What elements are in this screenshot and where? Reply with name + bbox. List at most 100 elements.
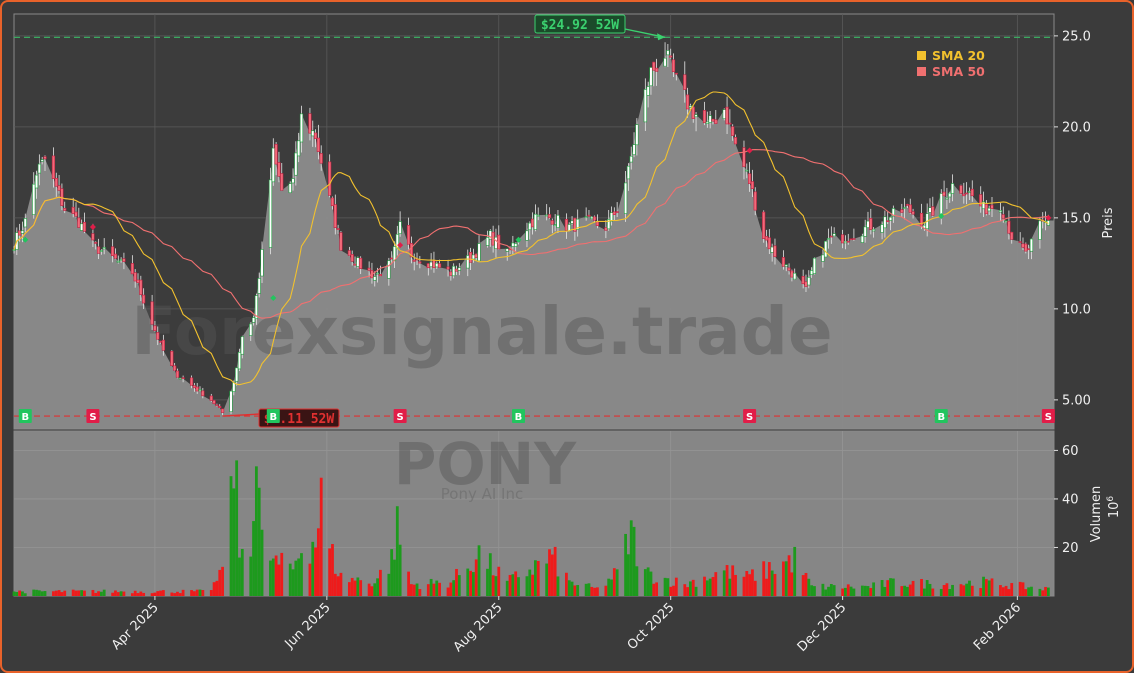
volume-bar bbox=[274, 555, 278, 596]
candle-body bbox=[235, 367, 239, 382]
volume-bar bbox=[982, 576, 985, 596]
volume-bar bbox=[652, 583, 656, 596]
volume-bar bbox=[531, 574, 534, 596]
volume-bar bbox=[221, 566, 224, 596]
volume-bar bbox=[782, 561, 785, 596]
watermark-company: Pony AI Inc bbox=[441, 485, 523, 503]
volume-bar bbox=[683, 584, 687, 596]
volume-bar bbox=[793, 546, 797, 596]
volume-bar bbox=[669, 586, 673, 596]
candle-body bbox=[669, 55, 673, 58]
candle-body bbox=[435, 262, 439, 268]
legend-label-0: SMA 20 bbox=[932, 48, 985, 63]
candle-body bbox=[1001, 214, 1005, 219]
volume-bar bbox=[928, 583, 932, 596]
volume-bar bbox=[449, 582, 453, 596]
volume-bar bbox=[829, 584, 833, 596]
candle-body bbox=[215, 404, 219, 407]
volume-bar bbox=[91, 589, 95, 596]
candle-body bbox=[903, 207, 907, 209]
signal-badge-label-6: B bbox=[937, 412, 945, 423]
signal-badge-7 bbox=[1041, 409, 1055, 423]
candle-body bbox=[406, 225, 411, 245]
volume-bar bbox=[1038, 588, 1042, 596]
candle-body bbox=[454, 268, 459, 272]
volume-bar bbox=[666, 578, 670, 596]
candle-body bbox=[373, 276, 377, 281]
candle-body bbox=[584, 216, 588, 218]
volume-bar bbox=[63, 590, 67, 596]
volume-bar bbox=[674, 577, 678, 596]
volume-bar bbox=[790, 572, 794, 596]
volume-bar bbox=[387, 573, 391, 596]
volume-bar bbox=[705, 580, 709, 596]
signal-marker-3 bbox=[397, 242, 404, 249]
candle-body bbox=[790, 270, 794, 278]
volume-bar bbox=[906, 586, 909, 596]
volume-bar bbox=[359, 580, 363, 596]
volume-bar bbox=[655, 582, 659, 596]
volume-bar bbox=[373, 583, 377, 596]
volume-bar bbox=[18, 590, 22, 596]
candle-body bbox=[722, 109, 726, 120]
volume-bar bbox=[393, 559, 396, 596]
volume-bar bbox=[452, 580, 456, 596]
signal-badge-label-7: S bbox=[1045, 412, 1052, 423]
candle-body bbox=[1010, 231, 1014, 240]
candle-body bbox=[116, 260, 120, 263]
volume-bar bbox=[15, 591, 19, 596]
watermark-text: Forexsignale.trade bbox=[131, 293, 832, 370]
candle-body bbox=[826, 238, 831, 241]
volume-bar bbox=[376, 578, 379, 596]
signal-badge-0 bbox=[18, 409, 32, 423]
volume-bar bbox=[111, 592, 115, 596]
volume-bar bbox=[232, 488, 236, 596]
candle-body bbox=[229, 390, 233, 412]
volume-bar bbox=[1041, 590, 1045, 596]
volume-bar bbox=[891, 578, 895, 596]
candle-body bbox=[139, 279, 143, 295]
volume-bar bbox=[260, 529, 264, 596]
volume-bar bbox=[528, 569, 532, 596]
candle-body bbox=[984, 204, 988, 215]
vol-y-tick-label-2: 60 bbox=[1062, 444, 1079, 459]
volume-bar bbox=[32, 589, 36, 596]
candle-body bbox=[505, 248, 509, 252]
candle-body bbox=[753, 191, 757, 211]
candle-body bbox=[812, 257, 817, 274]
volume-bar bbox=[280, 552, 284, 596]
volume-bar bbox=[942, 585, 946, 596]
candle-body bbox=[810, 270, 814, 275]
volume-bar bbox=[889, 578, 892, 596]
candle-body bbox=[576, 218, 580, 230]
candle-body bbox=[390, 257, 394, 260]
volume-bar bbox=[753, 580, 757, 596]
volume-bar bbox=[773, 573, 777, 596]
signal-badge-label-5: S bbox=[746, 412, 753, 423]
y-axis-unit-volume: 106 bbox=[1106, 496, 1122, 519]
candle-body bbox=[725, 106, 729, 125]
candle-body bbox=[356, 257, 360, 267]
candle-body bbox=[240, 336, 244, 355]
candle-body bbox=[94, 242, 98, 244]
candle-body bbox=[220, 408, 225, 413]
volume-bar bbox=[672, 585, 675, 596]
volume-bar bbox=[545, 563, 549, 596]
volume-bar bbox=[731, 565, 735, 596]
volume-bar bbox=[469, 570, 472, 596]
volume-panel bbox=[13, 430, 1055, 597]
candle-body bbox=[998, 210, 1003, 213]
candle-body bbox=[260, 249, 264, 277]
candle-body bbox=[666, 50, 670, 56]
candle-body bbox=[1038, 220, 1042, 240]
volume-bar bbox=[548, 549, 551, 596]
high-52w-arrowhead bbox=[657, 33, 666, 41]
candle-body bbox=[82, 221, 87, 232]
candle-body bbox=[880, 224, 884, 233]
volume-bar bbox=[612, 568, 616, 596]
candle-body bbox=[142, 294, 146, 304]
volume-bar bbox=[378, 569, 382, 596]
volume-bar bbox=[94, 592, 98, 596]
candle-body bbox=[990, 204, 994, 209]
volume-bar bbox=[215, 580, 219, 596]
